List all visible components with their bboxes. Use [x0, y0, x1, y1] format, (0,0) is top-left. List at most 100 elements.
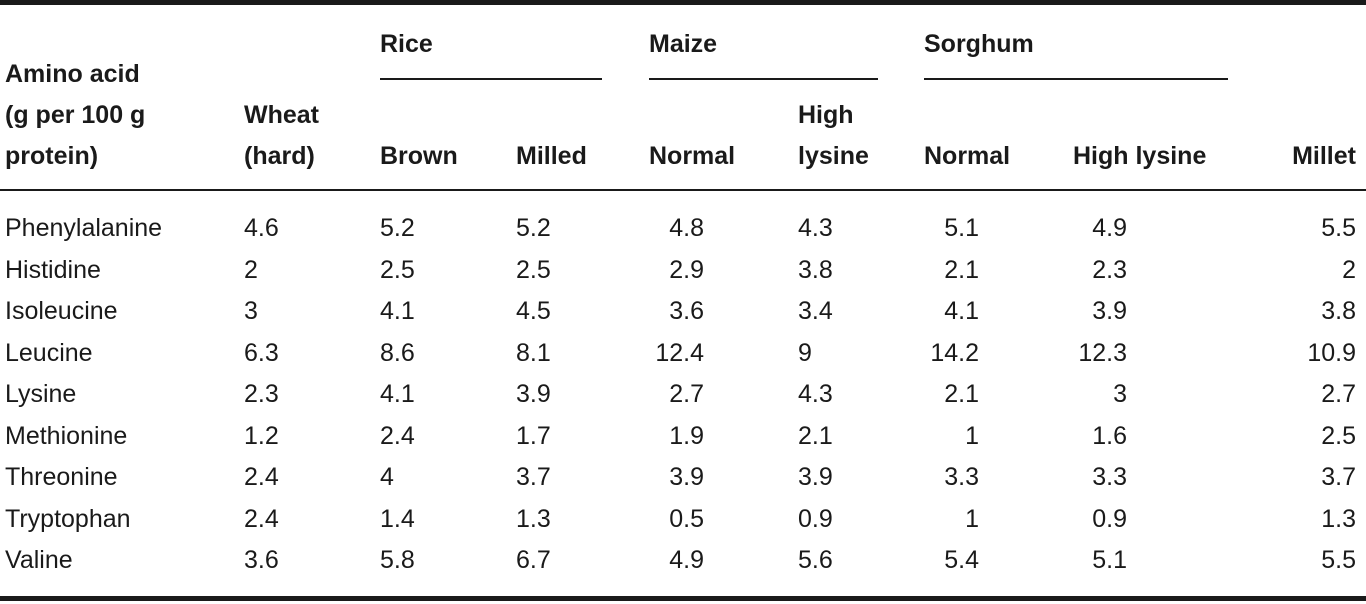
header-sorghum-normal: Normal [924, 142, 1011, 170]
cell-amino-acid: Phenylalanine [5, 214, 163, 242]
header-group-maize: Maize [649, 30, 718, 58]
cell-maize-high-lysine: 2.1 [798, 421, 833, 450]
cell-sorghum-high-lysine: 5.1 [1092, 546, 1127, 574]
cell-sorghum-normal: 1 [965, 504, 979, 533]
cell-rice-brown: 2.5 [380, 255, 415, 284]
maize-group-rule [649, 78, 878, 80]
cell-sorghum-high-lysine: 3.9 [1092, 297, 1127, 325]
cell-rice-brown: 8.6 [380, 338, 415, 367]
header-sorghum-high-lysine: High lysine [1073, 142, 1207, 170]
cell-maize-normal: 2.7 [669, 380, 704, 408]
cell-maize-high-lysine: 9 [798, 338, 812, 367]
cell-amino-acid: Lysine [5, 380, 77, 408]
cell-maize-normal: 3.6 [669, 297, 704, 325]
table-row: Phenylalanine 4.6 5.2 5.2 4.8 4.3 5.1 4.9 5.5 [0, 208, 1366, 249]
cell-rice-brown: 1.4 [380, 504, 415, 533]
cell-rice-milled: 1.3 [516, 504, 551, 533]
table-row: Methionine 1.2 2.4 1.7 1.9 2.1 1 1.6 2.5 [0, 416, 1366, 457]
cell-maize-high-lysine: 3.4 [798, 297, 833, 325]
table-row: Valine 3.6 5.8 6.7 4.9 5.6 5.4 5.1 5.5 [0, 540, 1366, 581]
cell-wheat: 4.6 [244, 214, 279, 242]
cell-sorghum-normal: 5.4 [944, 546, 979, 574]
cell-sorghum-normal: 1 [965, 421, 979, 450]
header-rule [0, 189, 1366, 191]
cell-amino-acid: Histidine [5, 255, 101, 284]
cell-millet: 2 [1342, 255, 1356, 284]
cell-maize-high-lysine: 3.8 [798, 255, 833, 284]
cell-maize-normal: 0.5 [669, 504, 704, 533]
table-row: Isoleucine 3 4.1 4.5 3.6 3.4 4.1 3.9 3.8 [0, 291, 1366, 332]
cell-wheat: 2 [244, 255, 258, 284]
cell-maize-high-lysine: 4.3 [798, 214, 833, 242]
cell-millet: 5.5 [1321, 214, 1356, 242]
cell-rice-milled: 2.5 [516, 255, 551, 284]
cell-rice-brown: 4.1 [380, 380, 415, 408]
sorghum-group-rule [924, 78, 1228, 80]
header-amino-acid-line-1: Amino acid [5, 60, 140, 88]
cell-sorghum-high-lysine: 2.3 [1092, 255, 1127, 284]
header-maize-normal: Normal [649, 142, 736, 170]
table-row: Threonine 2.4 4 3.7 3.9 3.9 3.3 3.3 3.7 [0, 457, 1366, 498]
cell-wheat: 2.4 [244, 463, 279, 491]
cell-rice-brown: 5.8 [380, 546, 415, 574]
table-row: Lysine 2.3 4.1 3.9 2.7 4.3 2.1 3 2.7 [0, 374, 1366, 415]
cell-amino-acid: Tryptophan [5, 504, 131, 533]
header-wheat-line-1: Wheat [244, 101, 319, 129]
header-group-rice: Rice [380, 30, 433, 58]
cell-amino-acid: Leucine [5, 338, 93, 367]
cell-sorghum-high-lysine: 12.3 [1078, 338, 1127, 367]
header-millet: Millet [1292, 142, 1356, 170]
cell-maize-high-lysine: 4.3 [798, 380, 833, 408]
table-row: Tryptophan 2.4 1.4 1.3 0.5 0.9 1 0.9 1.3 [0, 499, 1366, 540]
header-wheat-line-2: (hard) [244, 142, 315, 170]
cell-maize-normal: 3.9 [669, 463, 704, 491]
cell-wheat: 1.2 [244, 421, 279, 450]
cell-sorghum-normal: 3.3 [944, 463, 979, 491]
cell-sorghum-high-lysine: 3 [1113, 380, 1127, 408]
cell-maize-normal: 4.9 [669, 546, 704, 574]
cell-millet: 3.8 [1321, 297, 1356, 325]
cell-rice-brown: 2.4 [380, 421, 415, 450]
cell-maize-normal: 2.9 [669, 255, 704, 284]
cell-amino-acid: Methionine [5, 421, 128, 450]
cell-rice-milled: 3.7 [516, 463, 551, 491]
bottom-rule [0, 596, 1366, 601]
table-row: Histidine 2 2.5 2.5 2.9 3.8 2.1 2.3 2 [0, 250, 1366, 291]
header-maize-high-line-1: High [798, 101, 854, 129]
cell-wheat: 2.4 [244, 504, 279, 533]
cell-millet: 1.3 [1321, 504, 1356, 533]
cell-wheat: 3 [244, 297, 258, 325]
cell-amino-acid: Threonine [5, 463, 118, 491]
cell-rice-milled: 4.5 [516, 297, 551, 325]
cell-millet: 3.7 [1321, 463, 1356, 491]
cell-sorghum-high-lysine: 3.3 [1092, 463, 1127, 491]
cell-sorghum-normal: 2.1 [944, 255, 979, 284]
cell-maize-high-lysine: 5.6 [798, 546, 833, 574]
cell-millet: 10.9 [1307, 338, 1356, 367]
cell-wheat: 3.6 [244, 546, 279, 574]
table-row: Leucine 6.3 8.6 8.1 12.4 9 14.2 12.3 10.9 [0, 333, 1366, 374]
header-amino-acid-line-2: (g per 100 g [5, 101, 146, 129]
cell-rice-brown: 4 [380, 463, 394, 491]
header-maize-high-line-2: lysine [798, 142, 869, 170]
header-rice-milled: Milled [516, 142, 587, 170]
top-rule [0, 0, 1366, 5]
cell-sorghum-normal: 5.1 [944, 214, 979, 242]
cell-rice-brown: 4.1 [380, 297, 415, 325]
header-group-sorghum: Sorghum [924, 30, 1034, 58]
cell-maize-normal: 4.8 [669, 214, 704, 242]
cell-sorghum-high-lysine: 1.6 [1092, 421, 1127, 450]
cell-millet: 2.7 [1321, 380, 1356, 408]
header-amino-acid-line-3: protein) [5, 142, 99, 170]
cell-sorghum-high-lysine: 4.9 [1092, 214, 1127, 242]
cell-wheat: 6.3 [244, 338, 279, 367]
cell-millet: 2.5 [1321, 421, 1356, 450]
cell-sorghum-normal: 14.2 [930, 338, 979, 367]
cell-maize-high-lysine: 3.9 [798, 463, 833, 491]
header-rice-brown: Brown [380, 142, 458, 170]
cell-sorghum-normal: 4.1 [944, 297, 979, 325]
cell-sorghum-high-lysine: 0.9 [1092, 504, 1127, 533]
cell-amino-acid: Isoleucine [5, 297, 118, 325]
cell-rice-milled: 1.7 [516, 421, 551, 450]
cell-maize-normal: 1.9 [669, 421, 704, 450]
